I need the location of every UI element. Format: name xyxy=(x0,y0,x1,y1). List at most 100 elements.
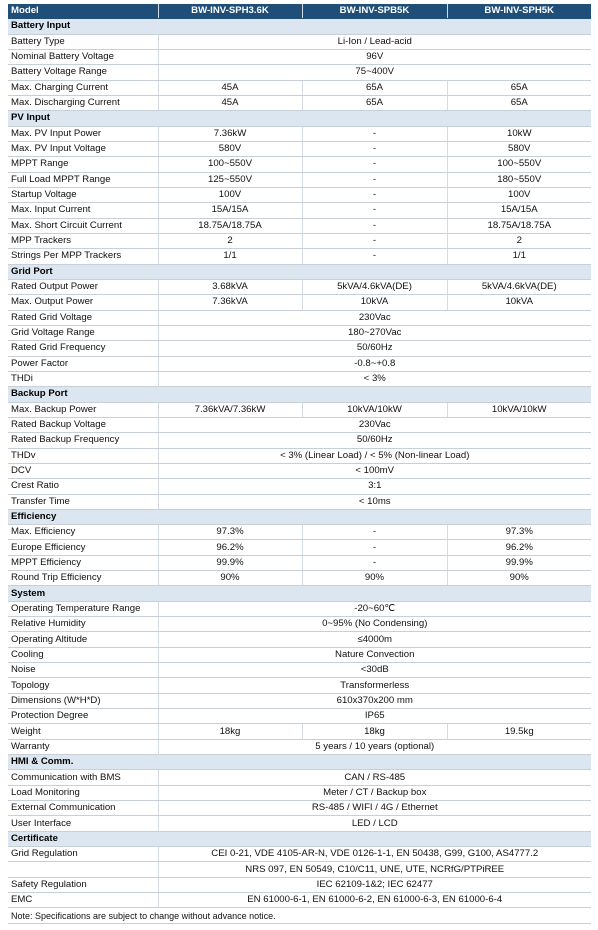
spec-value-model-b: - xyxy=(301,524,447,541)
table-row: Rated Output Power 3.68kVA 5kVA/4.6kVA(DE)… xyxy=(8,279,591,296)
spec-value-model-a: 100~550V xyxy=(157,156,302,173)
table-row: Nominal Battery Voltage 96V xyxy=(8,49,591,66)
spec-value-all-models: Nature Convection xyxy=(157,647,591,664)
spec-label: Transfer Time xyxy=(8,494,158,510)
spec-table: Model BW-INV-SPH3.6K BW-INV-SPB5K BW-INV… xyxy=(8,4,591,924)
table-row: External Communication RS-485 / WIFI / 4G… xyxy=(8,800,591,817)
spec-value-model-b: - xyxy=(301,156,447,173)
spec-value-model-a: 7.36kVA/7.36kW xyxy=(157,402,302,418)
footnote: Note: Specifications are subject to chan… xyxy=(8,907,591,924)
table-row: Europe Efficiency 96.2% -96.2% xyxy=(8,539,591,556)
spec-value-model-a: 7.36kW xyxy=(157,126,302,142)
spec-value-model-b: 65A xyxy=(301,95,447,112)
spec-value-all-models: Meter / CT / Backup box xyxy=(157,785,591,802)
spec-value-model-a: 99.9% xyxy=(157,555,302,572)
spec-value-model-c: 90% xyxy=(446,570,591,587)
spec-label: Max. Short Circuit Current xyxy=(8,218,158,234)
spec-label: Power Factor xyxy=(8,356,158,372)
table-row: Max. Discharging Current 45A 65A 65A xyxy=(8,95,591,112)
table-row: Load Monitoring Meter / CT / Backup box xyxy=(8,785,591,802)
spec-value-model-c: 10kVA xyxy=(446,294,591,311)
section-title: Battery Input xyxy=(8,18,591,35)
table-row: Rated Grid Voltage 230Vac xyxy=(8,310,591,326)
note-row: Note: Specifications are subject to chan… xyxy=(8,907,591,924)
table-row: THDi < 3% xyxy=(8,371,591,388)
spec-label: Europe Efficiency xyxy=(8,539,158,556)
spec-sheet: Model BW-INV-SPH3.6K BW-INV-SPB5K BW-INV… xyxy=(8,4,591,924)
table-row: Max. Backup Power 7.36kVA/7.36kW 10kVA/10k… xyxy=(8,402,591,418)
spec-label: MPP Trackers xyxy=(8,233,158,250)
section-title: Grid Port xyxy=(8,264,591,280)
spec-value-model-c: 65A xyxy=(446,80,591,96)
spec-label: Max. Efficiency xyxy=(8,524,158,541)
spec-value-model-c: 580V xyxy=(446,141,591,158)
spec-label: Round Trip Efficiency xyxy=(8,570,158,587)
section-title: Efficiency xyxy=(8,509,591,526)
spec-label: External Communication xyxy=(8,800,158,817)
table-row: Max. PV Input Power 7.36kW -10kW xyxy=(8,126,591,142)
table-row: Full Load MPPT Range 125~550V -180~550V xyxy=(8,172,591,188)
spec-value-all-models: CAN / RS-485 xyxy=(157,769,591,786)
spec-value-model-a: 97.3% xyxy=(157,524,302,541)
table-row: Dimensions (W*H*D) 610x370x200 mm xyxy=(8,693,591,710)
spec-value-model-c: 96.2% xyxy=(446,539,591,556)
spec-label: Startup Voltage xyxy=(8,187,158,204)
spec-value-all-models: -0.8~+0.8 xyxy=(157,356,591,372)
table-row: Weight 18kg 18kg 19.5kg xyxy=(8,723,591,740)
spec-value-model-a: 45A xyxy=(157,80,302,96)
spec-value-model-b: - xyxy=(301,233,447,250)
table-row: Max. Input Current 15A/15A -15A/15A xyxy=(8,202,591,219)
spec-value-all-models: Li-Ion / Lead-acid xyxy=(157,34,591,50)
table-row: Max. PV Input Voltage 580V -580V xyxy=(8,141,591,158)
spec-value-model-a: 90% xyxy=(157,570,302,587)
spec-label: Grid Regulation xyxy=(8,846,158,863)
spec-value-all-models: 0~95% (No Condensing) xyxy=(157,616,591,633)
spec-label: EMC xyxy=(8,892,158,909)
spec-label: Relative Humidity xyxy=(8,616,158,633)
spec-label: THDi xyxy=(8,371,158,388)
spec-value-all-models: 180~270Vac xyxy=(157,325,591,342)
table-row: Max. Output Power 7.36kVA 10kVA 10kVA xyxy=(8,294,591,311)
spec-value-model-b: - xyxy=(301,202,447,219)
table-row: Communication with BMS CAN / RS-485 xyxy=(8,769,591,786)
table-row: Rated Backup Frequency 50/60Hz xyxy=(8,432,591,449)
spec-label: Battery Type xyxy=(8,34,158,50)
spec-table-body: Model BW-INV-SPH3.6K BW-INV-SPB5K BW-INV… xyxy=(8,4,591,924)
spec-value-all-models: ≤4000m xyxy=(157,631,591,648)
spec-value-model-c: 19.5kg xyxy=(446,723,591,740)
spec-value-model-c: 65A xyxy=(446,95,591,112)
section-heading-row: Efficiency xyxy=(8,509,591,526)
table-row: Max. Efficiency 97.3% -97.3% xyxy=(8,524,591,541)
table-row: Max. Short Circuit Current 18.75A/18.75A -… xyxy=(8,218,591,234)
spec-value-all-models: LED / LCD xyxy=(157,815,591,832)
spec-value-model-c: 99.9% xyxy=(446,555,591,572)
spec-label: MPPT Range xyxy=(8,156,158,173)
spec-value-model-a: 125~550V xyxy=(157,172,302,188)
spec-value-all-models: 230Vac xyxy=(157,417,591,434)
spec-value-all-models: <30dB xyxy=(157,662,591,679)
spec-label: Communication with BMS xyxy=(8,769,158,786)
section-heading-row: System xyxy=(8,585,591,602)
spec-value-model-b: 90% xyxy=(301,570,447,587)
model-b-header: BW-INV-SPB5K xyxy=(301,4,447,20)
spec-value-all-models: 75~400V xyxy=(157,64,591,81)
spec-value-model-b: - xyxy=(301,539,447,556)
spec-value-all-models: Transformerless xyxy=(157,677,591,694)
spec-value-all-models: -20~60℃ xyxy=(157,601,591,618)
section-title: PV Input xyxy=(8,110,591,127)
spec-value-all-models: 50/60Hz xyxy=(157,340,591,357)
spec-value-model-c: 5kVA/4.6kVA(DE) xyxy=(446,279,591,296)
table-row: Startup Voltage 100V -100V xyxy=(8,187,591,204)
table-row: Noise <30dB xyxy=(8,662,591,679)
spec-value-model-a: 100V xyxy=(157,187,302,204)
model-a-header: BW-INV-SPH3.6K xyxy=(157,4,302,20)
section-heading-row: Backup Port xyxy=(8,386,591,403)
spec-value-model-c: 100~550V xyxy=(446,156,591,173)
spec-label: Protection Degree xyxy=(8,708,158,725)
spec-value-model-b: - xyxy=(301,218,447,234)
spec-value-all-models: CEI 0-21, VDE 4105-AR-N, VDE 0126-1-1, E… xyxy=(157,846,591,863)
spec-value-all-models: 610x370x200 mm xyxy=(157,693,591,710)
table-row: MPP Trackers 2-2 xyxy=(8,233,591,250)
section-title: HMI & Comm. xyxy=(8,754,591,771)
section-heading-row: Grid Port xyxy=(8,264,591,280)
